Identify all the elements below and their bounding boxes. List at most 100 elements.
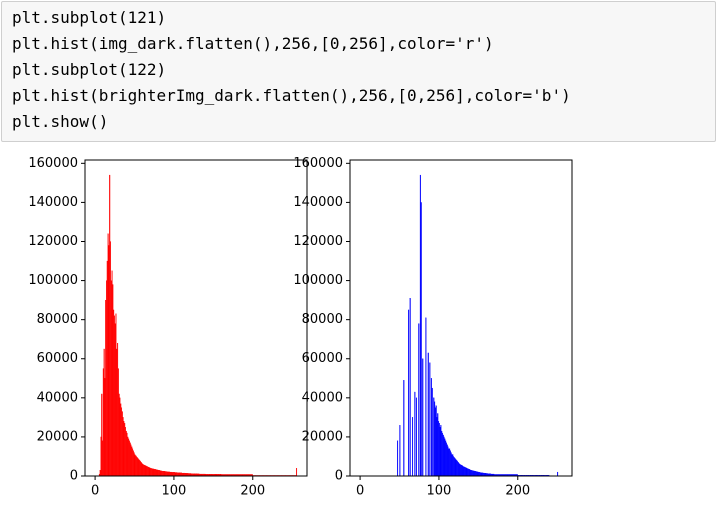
y-tick-label: 40000	[302, 390, 343, 405]
histogram-bar	[448, 448, 450, 477]
x-tick-label: 100	[427, 484, 452, 499]
histogram-bar	[439, 427, 441, 477]
histogram-bar	[203, 473, 205, 477]
histogram-bar	[501, 474, 503, 477]
histogram-bar	[117, 368, 119, 477]
histogram-bar	[284, 475, 286, 477]
histogram-bar	[196, 473, 198, 477]
y-tick-label: 40000	[37, 390, 78, 405]
histogram-bar	[489, 473, 491, 477]
histogram-bar	[548, 475, 550, 477]
histogram-bar	[141, 463, 143, 477]
histogram-bar	[164, 471, 166, 477]
histogram-bar	[101, 393, 103, 477]
histogram-bar	[505, 474, 507, 477]
histogram-bar	[531, 475, 533, 477]
histogram-bar	[458, 463, 460, 477]
histogram-bar	[137, 458, 139, 477]
histogram-bar	[157, 469, 159, 477]
histogram-bar	[538, 475, 540, 477]
histogram-bar	[277, 475, 279, 477]
histogram-bar	[465, 467, 467, 477]
histogram-bar	[527, 475, 529, 477]
histogram-bar	[184, 473, 186, 477]
histogram-bar	[124, 423, 126, 477]
histogram-bar	[173, 472, 175, 477]
histogram-bar	[180, 472, 182, 477]
histogram-bar	[249, 474, 251, 477]
histogram-bar	[100, 436, 102, 477]
histogram-bar	[431, 387, 433, 477]
histogram-bar	[231, 474, 233, 477]
code-line: plt.hist(brighterImg_dark.flatten(),256,…	[12, 86, 571, 105]
histogram-bar	[457, 462, 459, 477]
histogram-bar	[435, 405, 437, 477]
axes-frame	[349, 159, 573, 477]
histogram-bar	[488, 473, 490, 477]
histogram-bar	[265, 475, 267, 477]
histogram-bar	[267, 475, 269, 477]
histogram-bar	[456, 460, 458, 477]
histogram-bar	[430, 378, 432, 477]
histogram-bar	[521, 475, 523, 477]
histogram-bar	[210, 474, 212, 477]
histogram-bar	[418, 323, 420, 477]
histogram-bar	[158, 470, 160, 477]
histogram-bar	[291, 475, 293, 477]
histogram-bar	[264, 475, 266, 477]
histogram-bar	[475, 471, 477, 477]
histogram-bar	[123, 421, 125, 477]
histogram-bar	[106, 260, 108, 477]
histogram-bar	[294, 475, 296, 477]
histogram-bar	[113, 315, 115, 477]
histogram-bar	[408, 309, 410, 477]
histogram-bar	[460, 464, 462, 477]
histogram-bar	[224, 474, 226, 477]
histogram-bar	[132, 448, 134, 477]
histogram-bar	[130, 444, 132, 477]
histogram-bar	[111, 270, 113, 477]
histogram-bar	[105, 299, 107, 477]
histogram-bar	[445, 442, 447, 477]
histogram-bar	[289, 475, 291, 477]
histogram-bar	[219, 474, 221, 477]
histogram-bar	[234, 474, 236, 477]
histogram-bar	[217, 474, 219, 477]
histogram-bar	[190, 473, 192, 477]
histogram-bar	[511, 474, 513, 477]
histogram-bar	[492, 473, 494, 477]
histogram-bar	[438, 421, 440, 477]
histogram-bar	[493, 474, 496, 477]
histogram-bar	[481, 472, 483, 477]
histogram-bar	[516, 474, 518, 477]
histogram-bar	[442, 434, 444, 477]
histogram-bar	[122, 417, 124, 477]
histogram-bar	[201, 473, 203, 477]
histogram-bar	[237, 474, 239, 477]
histogram-bar	[497, 474, 499, 477]
histogram-bar	[102, 440, 104, 477]
histogram-bar	[199, 473, 201, 477]
histogram-bar	[239, 474, 241, 477]
histogram-bar	[186, 473, 188, 477]
histogram-bar	[269, 475, 272, 477]
histogram-bar	[272, 475, 274, 477]
histogram-bar	[154, 469, 156, 477]
y-tick-label: 0	[70, 469, 78, 484]
histogram-bar	[281, 475, 283, 477]
histogram-bar	[546, 475, 548, 477]
histogram-bar	[278, 475, 280, 477]
histogram-bar	[403, 380, 405, 477]
histogram-bar	[140, 462, 142, 477]
histogram-bar	[541, 475, 543, 477]
histogram-bar	[217, 474, 219, 477]
histogram-bar	[210, 474, 212, 477]
histogram-bar	[498, 474, 500, 477]
histogram-bar	[464, 466, 466, 477]
y-tick-label: 20000	[37, 429, 78, 444]
histogram-bar	[153, 468, 155, 477]
histogram-bar	[284, 475, 286, 477]
histogram-bar	[173, 472, 175, 477]
histogram-bar	[135, 456, 137, 477]
histogram-bar	[213, 474, 215, 477]
